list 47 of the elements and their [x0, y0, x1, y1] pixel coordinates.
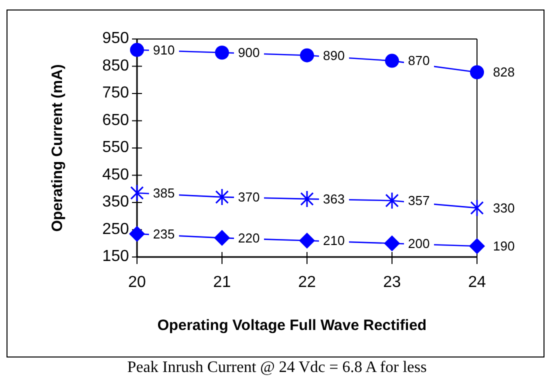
point — [385, 192, 399, 210]
y-tick-label: 450 — [102, 166, 130, 184]
point — [384, 235, 400, 252]
text: Peak Inrush Current @ 24 Vdc = 6.8 A for less — [127, 359, 427, 376]
point — [215, 188, 229, 206]
point — [300, 190, 314, 208]
data-label: 235 — [153, 226, 175, 242]
y-tick-label: 350 — [102, 194, 130, 211]
y-tick-label: 550 — [102, 139, 130, 156]
data-label: 363 — [323, 191, 345, 206]
data-label: 370 — [238, 189, 260, 204]
data-label: 385 — [153, 185, 175, 200]
data-label: 890 — [323, 48, 345, 63]
x-tick-label: 24 — [468, 274, 486, 291]
data-label: 870 — [408, 53, 430, 68]
y-tick-label: 950 — [102, 30, 130, 48]
point — [469, 238, 485, 254]
x-tick-label: 22 — [298, 274, 316, 291]
data-label: 210 — [323, 233, 345, 248]
point — [299, 232, 315, 249]
data-label: 900 — [238, 45, 260, 60]
point — [215, 46, 229, 60]
data-label: 220 — [238, 230, 260, 246]
point — [470, 65, 484, 80]
y-tick-label: 850 — [102, 57, 130, 74]
point — [130, 42, 144, 57]
x-tick-label: 21 — [213, 274, 231, 291]
x-tick-label: 23 — [383, 274, 401, 291]
data-label: 828 — [493, 64, 515, 80]
y-tick-label: 150 — [102, 248, 130, 266]
y-tick-label: 650 — [102, 112, 130, 129]
y-tick-label: 250 — [102, 220, 130, 238]
y-axis-title: Operating Current (mA) — [49, 64, 66, 232]
x-axis-title: Operating Voltage Full Wave Rectified — [157, 317, 427, 334]
point — [129, 226, 145, 242]
point — [300, 48, 314, 62]
data-label: 330 — [493, 200, 515, 216]
data-label: 190 — [493, 238, 515, 254]
point — [470, 199, 484, 217]
data-label: 357 — [408, 193, 430, 208]
y-tick-label: 750 — [102, 84, 130, 102]
point — [214, 230, 230, 246]
data-label: 200 — [408, 236, 430, 251]
point — [385, 54, 399, 68]
data-label: 910 — [153, 42, 175, 58]
x-tick-label: 20 — [128, 274, 146, 291]
point — [130, 184, 144, 202]
